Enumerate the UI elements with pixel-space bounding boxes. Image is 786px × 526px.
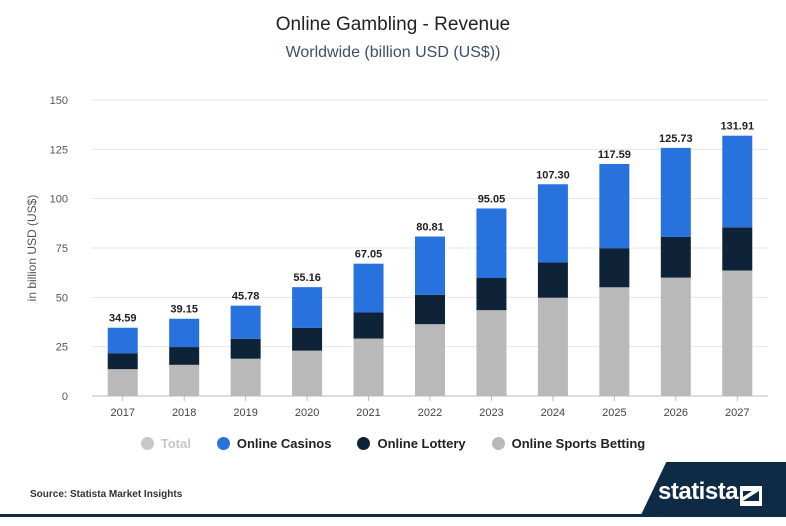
bar-online-sports-betting-2025 [599,287,630,396]
legend-label-total: Total [160,436,191,451]
bar-online-lottery-2023 [476,277,507,311]
x-tick-label-2025: 2025 [602,407,626,419]
bar-online-casinos-2018 [169,318,200,348]
bar-online-sports-betting-2026 [660,277,691,396]
bar-online-sports-betting-2027 [722,270,753,396]
y-tick-label-125: 125 [50,144,68,156]
legend-dot-online-sports-betting-icon [491,437,505,450]
bar-online-lottery-2020 [292,327,323,351]
x-tick-label-2024: 2024 [541,407,565,419]
bar-online-sports-betting-2017 [107,369,138,396]
bar-online-casinos-2020 [292,287,323,328]
x-tick-label-2027: 2027 [725,407,749,419]
x-tick-label-2021: 2021 [356,407,380,419]
bar-online-lottery-2017 [107,353,138,370]
legend-item-online-lottery[interactable]: Online Lottery [357,436,466,451]
y-tick-label-50: 50 [56,292,68,304]
chart-subtitle: Worldwide (billion USD (US$)) [285,44,501,61]
bar-online-lottery-2026 [660,236,691,278]
legend-dot-total-icon [140,437,154,450]
legend-label-online-sports-betting: Online Sports Betting [511,436,646,451]
legend-dot-online-lottery-icon [357,437,371,450]
legend-item-total[interactable]: Total [140,436,191,451]
x-tick-label-2018: 2018 [172,407,196,419]
source-note: Source: Statista Market Insights [30,489,183,500]
bar-online-lottery-2024 [537,262,568,298]
chart-title: Online Gambling - Revenue [275,14,511,35]
bar-online-casinos-2023 [476,208,507,278]
bar-online-casinos-2019 [230,305,261,339]
bar-online-casinos-2022 [415,236,445,295]
total-label-2021: 67.05 [355,249,383,261]
bar-online-casinos-2027 [722,135,753,228]
x-tick-label-2020: 2020 [295,407,319,419]
bar-online-casinos-2021 [353,263,384,313]
x-tick-label-2017: 2017 [110,407,134,419]
x-tick-label-2026: 2026 [664,407,688,419]
legend-label-online-casinos: Online Casinos [236,436,332,451]
legend-label-online-lottery: Online Lottery [377,436,466,451]
total-label-2024: 107.30 [536,169,570,181]
total-label-2023: 95.05 [478,193,506,205]
x-tick-label-2022: 2022 [418,407,442,419]
brand-name: statista [658,478,739,505]
total-label-2018: 39.15 [170,304,198,316]
x-tick-label-2019: 2019 [233,407,257,419]
revenue-bar-chart: 0 25 50 75 100 125 150 in billion USD (US$) 34.5… [25,95,768,419]
y-tick-label-150: 150 [50,95,68,107]
y-tick-label-75: 75 [56,243,68,255]
brand-bar [0,514,786,517]
bar-online-lottery-2025 [599,248,630,288]
bar-online-lottery-2022 [415,294,445,325]
bar-online-casinos-2017 [107,327,138,354]
total-label-2025: 117.59 [598,149,631,161]
total-label-2027: 131.91 [720,121,754,133]
total-label-2022: 80.81 [416,222,444,234]
bar-online-sports-betting-2023 [476,310,507,396]
statista-logo-icon [740,486,762,506]
total-label-2019: 45.78 [232,291,260,303]
y-tick-label-25: 25 [56,342,68,354]
x-tick-label-2023: 2023 [479,407,503,419]
y-axis-label: in billion USD (US$) [25,195,39,302]
bar-online-casinos-2024 [537,184,568,263]
y-tick-label-0: 0 [62,391,68,403]
bar-online-lottery-2018 [169,347,200,365]
bar-online-sports-betting-2019 [230,358,261,396]
bar-online-casinos-2025 [599,163,630,249]
bar-online-casinos-2026 [660,147,691,237]
y-tick-label-100: 100 [50,194,68,206]
bar-online-lottery-2019 [230,338,261,359]
total-label-2020: 55.16 [293,272,321,284]
chart-legend: Total Online Casinos Online Lottery Onli… [0,436,786,451]
bar-online-sports-betting-2022 [415,324,445,396]
legend-item-online-casinos[interactable]: Online Casinos [216,436,332,451]
total-label-2017: 34.59 [109,313,137,325]
legend-dot-online-casinos-icon [216,437,230,450]
total-label-2026: 125.73 [659,133,693,145]
bar-online-sports-betting-2018 [169,364,200,396]
bar-online-sports-betting-2024 [537,297,568,396]
bar-online-sports-betting-2020 [292,350,323,396]
bar-online-sports-betting-2021 [353,338,384,396]
bar-online-lottery-2021 [353,312,384,339]
legend-item-online-sports-betting[interactable]: Online Sports Betting [491,436,646,451]
bar-online-lottery-2027 [722,227,753,271]
